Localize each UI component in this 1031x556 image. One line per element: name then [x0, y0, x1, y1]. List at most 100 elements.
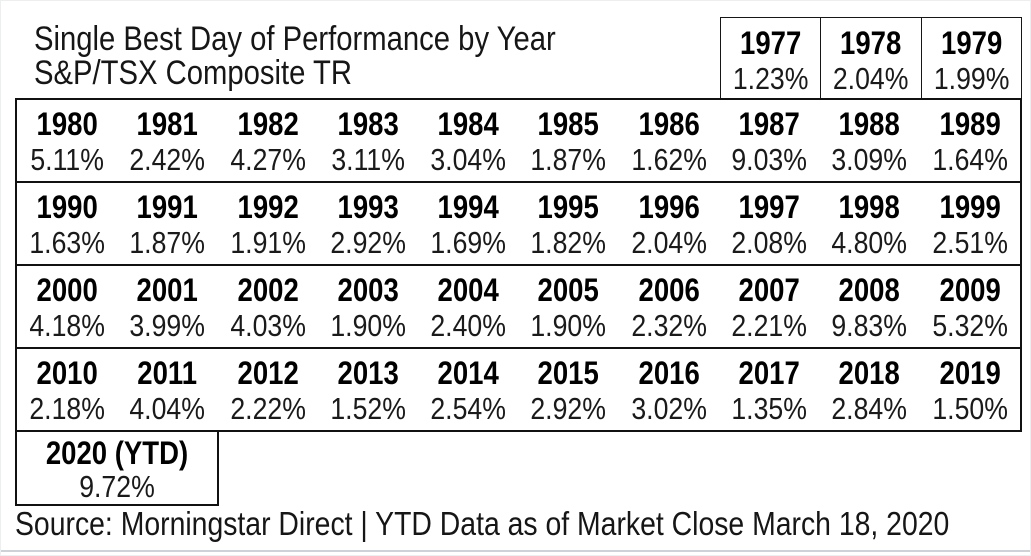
year-cell: 1988 3.09% — [819, 100, 919, 181]
best-day-value: 3.99% — [129, 308, 206, 343]
year-cell: 1981 2.42% — [117, 100, 217, 181]
year-label: 1995 — [538, 189, 600, 225]
year-label: 1983 — [337, 106, 399, 142]
best-day-value: 1.82% — [530, 225, 607, 260]
year-cell: 2018 2.84% — [819, 349, 919, 430]
year-label: 2006 — [638, 272, 700, 308]
best-day-value: 1.23% — [732, 61, 809, 96]
best-day-value: 1.64% — [932, 142, 1008, 177]
best-day-value: 1.35% — [731, 391, 808, 426]
year-label: 1988 — [838, 106, 901, 142]
year-label: 2000 — [36, 272, 98, 308]
year-label: 2014 — [437, 355, 499, 391]
year-label: 2018 — [838, 355, 901, 391]
year-cell: 2015 2.92% — [518, 349, 618, 430]
year-cell: 1978 2.04% — [820, 18, 920, 98]
best-day-value: 2.08% — [731, 225, 808, 260]
best-day-value: 3.11% — [331, 142, 405, 177]
year-cell: 2012 2.22% — [218, 349, 318, 430]
year-label: 2020 (YTD) — [45, 435, 189, 471]
best-day-value: 1.87% — [530, 142, 607, 177]
year-label: 2005 — [538, 272, 600, 308]
year-cell: 2004 2.40% — [418, 266, 518, 347]
year-label: 1981 — [136, 106, 199, 142]
year-label: 1984 — [437, 106, 499, 142]
year-cell: 2010 2.18% — [17, 349, 117, 430]
best-day-value: 9.03% — [731, 142, 808, 177]
year-cell: 1993 2.92% — [318, 183, 418, 264]
best-day-value: 1.62% — [631, 142, 707, 177]
best-day-value: 5.32% — [932, 308, 1008, 343]
year-label: 1980 — [36, 106, 98, 142]
best-day-value: 3.09% — [831, 142, 908, 177]
year-label: 2016 — [638, 355, 700, 391]
best-day-value: 5.11% — [30, 142, 104, 177]
best-day-value: 2.51% — [932, 225, 1008, 260]
best-day-value: 2.22% — [229, 391, 306, 426]
year-cell: 2016 3.02% — [619, 349, 719, 430]
best-day-value: 2.92% — [330, 225, 406, 260]
year-label: 1982 — [237, 106, 299, 142]
best-day-value: 4.04% — [129, 391, 206, 426]
year-cell: 2005 1.90% — [518, 266, 618, 347]
year-cell: 1991 1.87% — [117, 183, 217, 264]
best-day-value: 4.27% — [229, 142, 306, 177]
year-cell: 2014 2.54% — [418, 349, 518, 430]
source-note: Source: Morningstar Direct | YTD Data as… — [15, 505, 950, 542]
best-day-value: 9.72% — [79, 469, 155, 504]
year-cell: 1982 4.27% — [218, 100, 318, 181]
year-label: 1993 — [337, 189, 399, 225]
year-cell: 1987 9.03% — [719, 100, 819, 181]
year-label: 2007 — [738, 272, 800, 308]
year-cell: 1985 1.87% — [518, 100, 618, 181]
year-label: 1990 — [36, 189, 98, 225]
best-day-value: 1.63% — [29, 225, 105, 260]
bottom-divider — [1, 550, 1030, 552]
year-cell: 1992 1.91% — [218, 183, 318, 264]
year-cell: 2006 2.32% — [619, 266, 719, 347]
best-day-value: 1.69% — [430, 225, 507, 260]
year-cell: 2003 1.90% — [318, 266, 418, 347]
figure-title: Single Best Day of Performance by Year — [34, 20, 556, 58]
year-cell: 2008 9.83% — [819, 266, 919, 347]
year-label: 1991 — [136, 189, 199, 225]
year-label: 2015 — [538, 355, 600, 391]
best-day-value: 1.87% — [129, 225, 206, 260]
figure-subtitle: S&P/TSX Composite TR — [34, 54, 352, 92]
year-cell: 2011 4.04% — [117, 349, 217, 430]
best-day-value: 3.04% — [430, 142, 507, 177]
year-label: 1978 — [840, 25, 902, 61]
year-cell: 1994 1.69% — [418, 183, 518, 264]
year-cell: 1980 5.11% — [17, 100, 117, 181]
year-label: 2013 — [337, 355, 399, 391]
best-day-value: 1.90% — [530, 308, 607, 343]
best-day-value: 2.84% — [831, 391, 908, 426]
year-label: 1985 — [538, 106, 600, 142]
year-label: 2011 — [137, 355, 198, 391]
year-cell: 2007 2.21% — [719, 266, 819, 347]
best-day-value: 2.42% — [129, 142, 206, 177]
best-day-value: 3.02% — [631, 391, 707, 426]
year-cell: 1998 4.80% — [819, 183, 919, 264]
year-cell: 1999 2.51% — [920, 183, 1020, 264]
best-day-value: 2.40% — [430, 308, 507, 343]
year-cell: 1984 3.04% — [418, 100, 518, 181]
year-cell: 1986 1.62% — [619, 100, 719, 181]
best-day-value: 2.21% — [731, 308, 808, 343]
decade-row-2010s: 2010 2.18% 2011 4.04% 2012 2.22% 2013 1.52% 2014… — [15, 347, 1022, 432]
year-cell: 2002 4.03% — [218, 266, 318, 347]
year-label: 1986 — [638, 106, 700, 142]
year-label: 1994 — [437, 189, 499, 225]
year-cell: 1997 2.08% — [719, 183, 819, 264]
year-label: 2003 — [337, 272, 399, 308]
best-day-value: 2.92% — [530, 391, 607, 426]
year-cell: 1983 3.11% — [318, 100, 418, 181]
year-cell: 2017 1.35% — [719, 349, 819, 430]
best-day-value: 1.99% — [933, 61, 1010, 96]
year-label: 1979 — [940, 25, 1002, 61]
year-cell: 2019 1.50% — [920, 349, 1020, 430]
year-label: 2012 — [237, 355, 299, 391]
year-cell: 2013 1.52% — [318, 349, 418, 430]
year-label: 1977 — [740, 25, 802, 61]
